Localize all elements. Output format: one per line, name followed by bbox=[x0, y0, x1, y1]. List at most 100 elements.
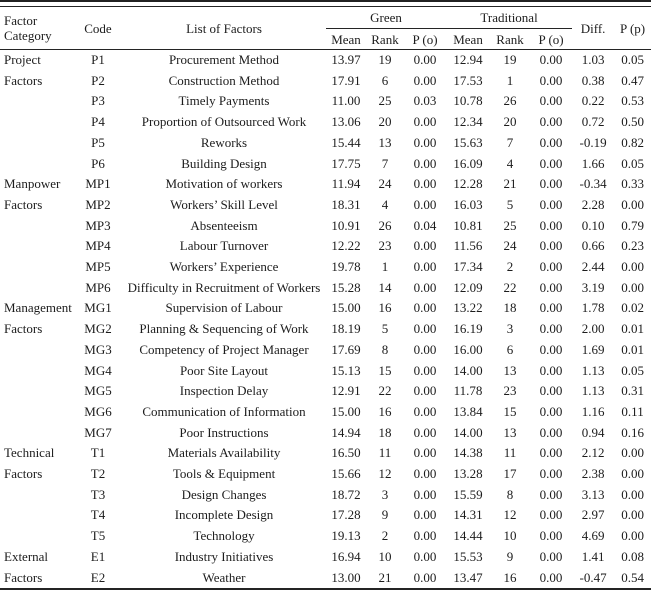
table-row: P6 Building Design 17.75 7 0.00 16.09 4 0.00 1.6… bbox=[0, 154, 651, 175]
factors-comparison-table: Factor Category Code List of Factors Gre… bbox=[0, 6, 651, 591]
pp-cell: 0.50 bbox=[621, 114, 644, 130]
green-po-cell: 0.00 bbox=[413, 321, 437, 337]
factor-category-cell: Management Factors bbox=[4, 300, 72, 337]
green-po-cell: 0.00 bbox=[413, 72, 437, 88]
green-mean-cell: 17.28 bbox=[331, 507, 361, 523]
factor-cell: Poor Site Layout bbox=[179, 362, 269, 378]
trad-rank-cell: 23 bbox=[503, 383, 517, 399]
green-rank-cell: 24 bbox=[378, 176, 392, 192]
pp-cell: 0.05 bbox=[621, 155, 644, 171]
factor-cell: Technology bbox=[193, 528, 255, 544]
factor-category-cell: Technical Factors bbox=[4, 445, 55, 482]
green-rank-cell: 5 bbox=[381, 321, 389, 337]
header-code: Code bbox=[84, 20, 112, 36]
table-row: Management Factors MG1 Supervision of Labo… bbox=[0, 298, 651, 336]
green-mean-cell: 14.94 bbox=[331, 424, 361, 440]
trad-po-cell: 0.00 bbox=[539, 279, 563, 295]
code-cell: P4 bbox=[91, 114, 105, 130]
diff-cell: 0.94 bbox=[581, 424, 605, 440]
trad-mean-cell: 10.78 bbox=[453, 93, 483, 109]
green-mean-cell: 13.06 bbox=[331, 114, 361, 130]
factor-cell: Workers’ Skill Level bbox=[170, 196, 278, 212]
header-traditional-rank: Rank bbox=[496, 31, 524, 47]
diff-cell: 1.66 bbox=[581, 155, 605, 171]
table-row: P2 Construction Method 17.91 6 0.00 17.53 1 0.0… bbox=[0, 71, 651, 92]
trad-rank-cell: 22 bbox=[503, 279, 517, 295]
trad-rank-cell: 19 bbox=[503, 52, 517, 67]
header-traditional-mean: Mean bbox=[453, 31, 483, 47]
pp-cell: 0.02 bbox=[621, 300, 644, 316]
green-mean-cell: 16.50 bbox=[331, 445, 361, 461]
header-green-mean: Mean bbox=[331, 31, 361, 47]
trad-po-cell: 0.00 bbox=[539, 196, 563, 212]
pp-cell: 0.31 bbox=[621, 383, 644, 399]
code-cell: E2 bbox=[90, 569, 106, 585]
green-po-cell: 0.00 bbox=[413, 424, 437, 440]
pp-cell: 0.08 bbox=[621, 548, 644, 564]
code-cell: MP6 bbox=[85, 279, 111, 295]
header-factor-category: Factor Category bbox=[4, 13, 52, 43]
green-rank-cell: 1 bbox=[381, 259, 389, 275]
pp-cell: 0.23 bbox=[621, 238, 644, 254]
green-po-cell: 0.00 bbox=[413, 279, 437, 295]
factor-cell: Industry Initiatives bbox=[174, 548, 274, 564]
table-row: Manpower Factors MP1 Motivation of workers… bbox=[0, 174, 651, 212]
diff-cell: 1.69 bbox=[581, 341, 605, 357]
trad-rank-cell: 10 bbox=[503, 528, 517, 544]
trad-po-cell: 0.00 bbox=[539, 528, 563, 544]
trad-po-cell: 0.00 bbox=[539, 217, 563, 233]
diff-cell: 0.38 bbox=[581, 72, 605, 88]
factor-cell: Proportion of Outsourced Work bbox=[141, 114, 307, 130]
header-sub-row: Mean Rank P (o) Mean Rank P (o) bbox=[0, 29, 651, 50]
green-rank-cell: 4 bbox=[381, 196, 389, 212]
green-rank-cell: 13 bbox=[378, 134, 392, 150]
trad-mean-cell: 14.00 bbox=[453, 362, 483, 378]
trad-po-cell: 0.00 bbox=[539, 486, 563, 502]
trad-po-cell: 0.00 bbox=[539, 321, 563, 337]
code-cell: T1 bbox=[90, 445, 106, 461]
code-cell: MG1 bbox=[84, 300, 112, 316]
diff-cell: 3.19 bbox=[581, 279, 605, 295]
pp-cell: 0.16 bbox=[621, 424, 644, 440]
pp-cell: 0.53 bbox=[621, 93, 644, 109]
table-row: T2 Tools & Equipment 15.66 12 0.00 13.28 17 0.0… bbox=[0, 464, 651, 485]
header-list-of-factors: List of Factors bbox=[186, 20, 262, 36]
diff-cell: 3.13 bbox=[581, 486, 605, 502]
code-cell: MG3 bbox=[84, 341, 112, 357]
factor-cell: Competency of Project Manager bbox=[139, 341, 309, 357]
header-diff: Diff. bbox=[580, 20, 606, 36]
trad-po-cell: 0.00 bbox=[539, 548, 563, 564]
trad-rank-cell: 6 bbox=[506, 341, 514, 357]
pp-cell: 0.00 bbox=[621, 486, 644, 502]
top-rule-thick bbox=[0, 0, 651, 2]
pp-cell: 0.33 bbox=[621, 176, 644, 192]
green-rank-cell: 8 bbox=[381, 341, 389, 357]
green-mean-cell: 15.66 bbox=[331, 466, 361, 482]
diff-cell: 2.12 bbox=[581, 445, 605, 461]
factor-cell: Planning & Sequencing of Work bbox=[139, 321, 309, 337]
green-rank-cell: 16 bbox=[378, 403, 392, 419]
trad-rank-cell: 5 bbox=[506, 196, 514, 212]
green-mean-cell: 13.00 bbox=[331, 569, 361, 585]
pp-cell: 0.00 bbox=[621, 528, 644, 544]
trad-mean-cell: 14.38 bbox=[453, 445, 483, 461]
trad-rank-cell: 3 bbox=[506, 321, 514, 337]
pp-cell: 0.00 bbox=[621, 279, 644, 295]
trad-po-cell: 0.00 bbox=[539, 341, 563, 357]
table-row: Project Factors P1 Procurement Method 13.97… bbox=[0, 50, 651, 88]
header-green-p-o: P (o) bbox=[412, 31, 438, 47]
code-cell: MP3 bbox=[85, 217, 111, 233]
trad-mean-cell: 11.78 bbox=[453, 383, 483, 399]
factor-category-cell: Manpower Factors bbox=[4, 176, 61, 212]
code-cell: MG6 bbox=[84, 403, 112, 419]
table-row: MP4 Labour Turnover 12.22 23 0.00 11.56 24 0.00… bbox=[0, 236, 651, 257]
trad-rank-cell: 21 bbox=[503, 176, 517, 192]
diff-cell: 1.41 bbox=[581, 548, 605, 564]
trad-mean-cell: 13.28 bbox=[453, 466, 483, 482]
green-rank-cell: 26 bbox=[378, 217, 392, 233]
trad-po-cell: 0.00 bbox=[539, 466, 563, 482]
diff-cell: 0.66 bbox=[581, 238, 605, 254]
trad-mean-cell: 13.84 bbox=[453, 403, 483, 419]
trad-rank-cell: 26 bbox=[503, 93, 517, 109]
green-po-cell: 0.00 bbox=[413, 155, 437, 171]
